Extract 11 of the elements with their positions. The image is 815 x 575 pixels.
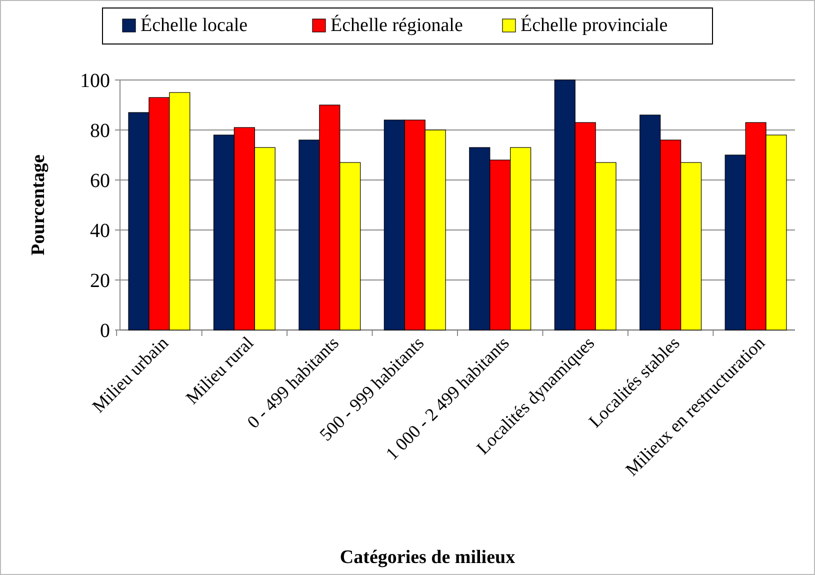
y-tick-label: 0 [100,320,110,342]
legend-label: Échelle locale [140,14,248,36]
y-tick-label: 60 [90,170,110,192]
legend-label: Échelle régionale [330,14,463,36]
y-tick-label: 80 [90,120,110,142]
y-tick-label: 20 [90,270,110,292]
x-axis-title: Catégories de milieux [340,547,516,568]
y-tick-label: 100 [80,70,110,92]
y-axis-title: Pourcentage [28,154,49,256]
legend-label: Échelle provinciale [520,14,668,36]
y-tick-label: 40 [90,220,110,242]
